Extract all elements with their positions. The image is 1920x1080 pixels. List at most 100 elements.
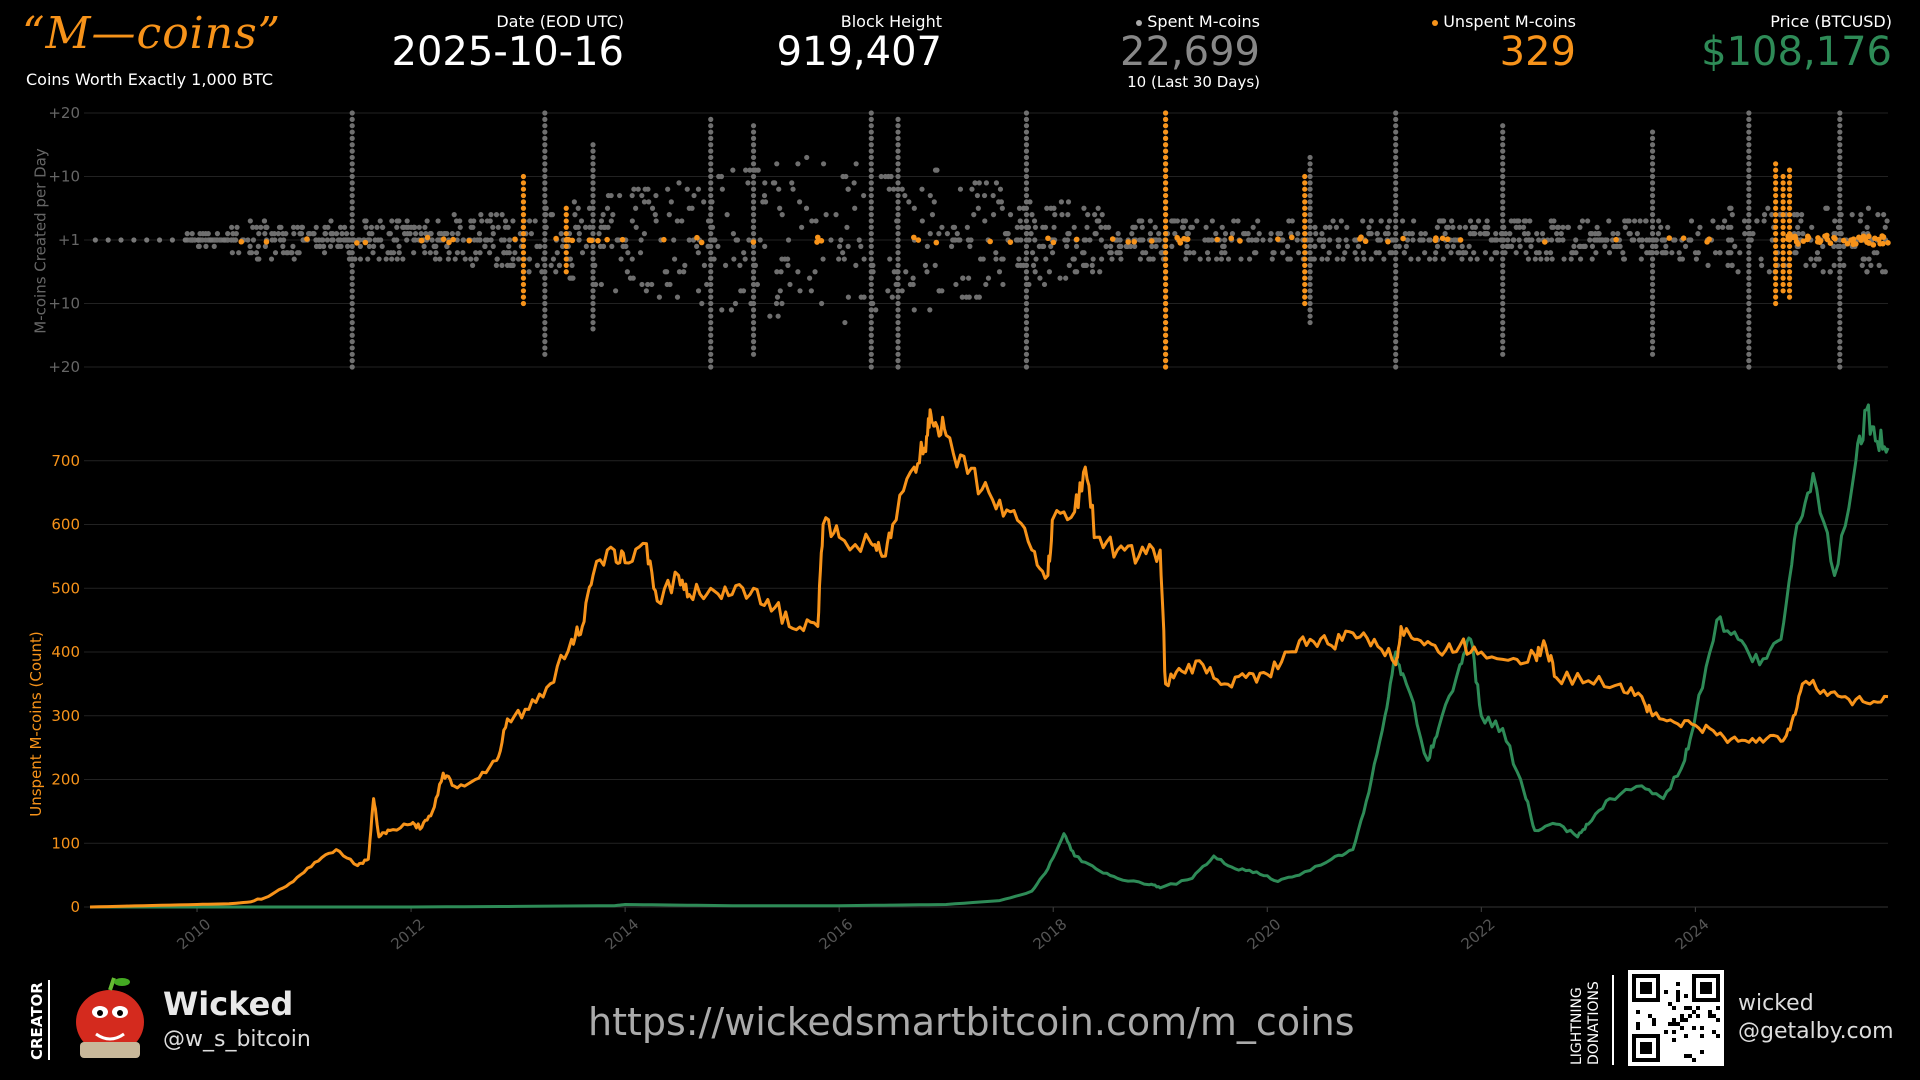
unspent-spike-dot — [1162, 269, 1169, 275]
unspent-spike-dot — [1162, 326, 1169, 332]
spent-spike-dot — [1023, 167, 1030, 173]
spent-dot-icon — [1136, 19, 1143, 26]
spent-dot — [1251, 250, 1258, 256]
spent-dot — [1355, 243, 1362, 249]
spent-spike-dot — [1500, 173, 1506, 180]
spent-dot — [253, 224, 260, 230]
unspent-spike-dot — [1162, 364, 1169, 370]
qr-code-icon[interactable] — [1628, 970, 1724, 1066]
spent-dot — [1089, 262, 1095, 268]
spent-dot — [1525, 256, 1531, 262]
unspent-spike-dot — [563, 231, 569, 237]
spent-dot — [537, 243, 543, 249]
spent-dot — [504, 262, 511, 268]
spent-dot — [990, 212, 997, 218]
spent-spike-dot — [1649, 173, 1656, 180]
line-ytick-label: 100 — [51, 834, 80, 852]
unspent-spike-dot — [1773, 173, 1779, 180]
spent-dot — [1573, 237, 1579, 243]
spent-dot — [873, 307, 879, 313]
spent-dot — [1492, 250, 1498, 256]
spent-dot — [203, 231, 209, 237]
spent-dot — [1579, 218, 1586, 224]
unspent-dot — [1237, 238, 1243, 244]
spent-dot — [469, 262, 476, 268]
spent-dot — [372, 237, 378, 243]
spent-dot — [1799, 212, 1805, 218]
spent-spike-dot — [750, 339, 757, 345]
unspent-spike-dot — [1786, 262, 1793, 268]
spent-dot — [247, 218, 253, 224]
wallet-address[interactable]: wicked @getalby.com — [1738, 990, 1894, 1046]
spent-dot — [1085, 212, 1091, 218]
spent-spike-dot — [349, 345, 355, 351]
spent-spike-dot — [1500, 256, 1506, 262]
spent-dot — [919, 186, 925, 192]
spent-dot — [1602, 243, 1608, 249]
spent-dot — [643, 288, 649, 294]
spent-spike-dot — [1307, 269, 1313, 275]
unspent-spike-dot — [1773, 192, 1779, 199]
spent-spike-dot — [542, 199, 548, 205]
spent-dot — [1827, 269, 1833, 275]
spent-spike-dot — [349, 142, 355, 148]
unspent-spike-dot — [563, 218, 569, 224]
spent-spike-dot — [349, 300, 355, 307]
site-url-link[interactable]: https://wickedsmartbitcoin.com/m_coins — [588, 1000, 1355, 1044]
spent-spike-dot — [750, 218, 757, 224]
xtick-label: 2020 — [1244, 915, 1285, 953]
unspent-spike-dot — [1773, 161, 1779, 167]
spent-spike-dot — [708, 313, 714, 319]
spent-spike-dot — [1393, 256, 1399, 262]
spent-spike-dot — [349, 231, 355, 237]
creator-handle[interactable]: @w_s_bitcoin — [163, 1027, 311, 1052]
spent-spike-dot — [1307, 262, 1313, 268]
spent-spike-dot — [1649, 192, 1656, 199]
spent-spike-dot — [1649, 345, 1656, 351]
spent-dot — [380, 224, 386, 230]
spent-dot — [719, 307, 725, 313]
unspent-spike-dot — [1786, 186, 1793, 192]
spent-dot — [932, 167, 939, 173]
unspent-dot — [424, 234, 431, 241]
spent-dot — [487, 250, 493, 256]
spent-dot — [1555, 224, 1562, 230]
spent-dot — [1206, 237, 1212, 243]
spent-dot — [1029, 212, 1035, 218]
spent-spike-dot — [1307, 319, 1313, 326]
spent-dot — [1808, 256, 1814, 262]
spent-dot — [299, 224, 306, 230]
spent-dot — [1312, 224, 1318, 230]
spent-dot — [502, 218, 509, 224]
logo-text: “M—coins” — [22, 8, 282, 59]
spent-spike-dot — [895, 180, 901, 186]
xtick-label: 2022 — [1458, 915, 1499, 953]
spent-spike-dot — [1500, 161, 1506, 167]
spent-spike-dot — [1746, 250, 1752, 256]
spent-spike-dot — [1500, 262, 1506, 268]
spent-dot — [1543, 250, 1549, 256]
spent-dot — [311, 231, 317, 237]
spent-spike-dot — [1500, 231, 1506, 237]
spent-spike-dot — [1746, 275, 1752, 281]
spent-label: Spent M-coins — [1147, 12, 1260, 31]
spent-dot — [570, 275, 576, 281]
spent-dot — [1432, 256, 1438, 262]
spent-dot — [1741, 218, 1748, 224]
spent-spike-dot — [1393, 135, 1399, 141]
spent-dot — [969, 186, 975, 192]
spent-spike-dot — [1649, 199, 1656, 205]
spent-dot — [1472, 224, 1479, 230]
spent-dot — [412, 231, 419, 237]
spent-spike-dot — [708, 345, 714, 351]
spent-dot — [385, 250, 391, 256]
spent-spike-dot — [1837, 300, 1843, 307]
unspent-spike-dot — [1162, 192, 1169, 199]
spent-dot — [1534, 231, 1540, 237]
spent-dot — [1677, 256, 1683, 262]
spent-dot — [1459, 243, 1465, 249]
spent-dot — [1324, 256, 1330, 262]
spent-dot — [1108, 243, 1114, 249]
spent-dot — [575, 224, 581, 230]
unspent-dot — [1680, 235, 1687, 242]
